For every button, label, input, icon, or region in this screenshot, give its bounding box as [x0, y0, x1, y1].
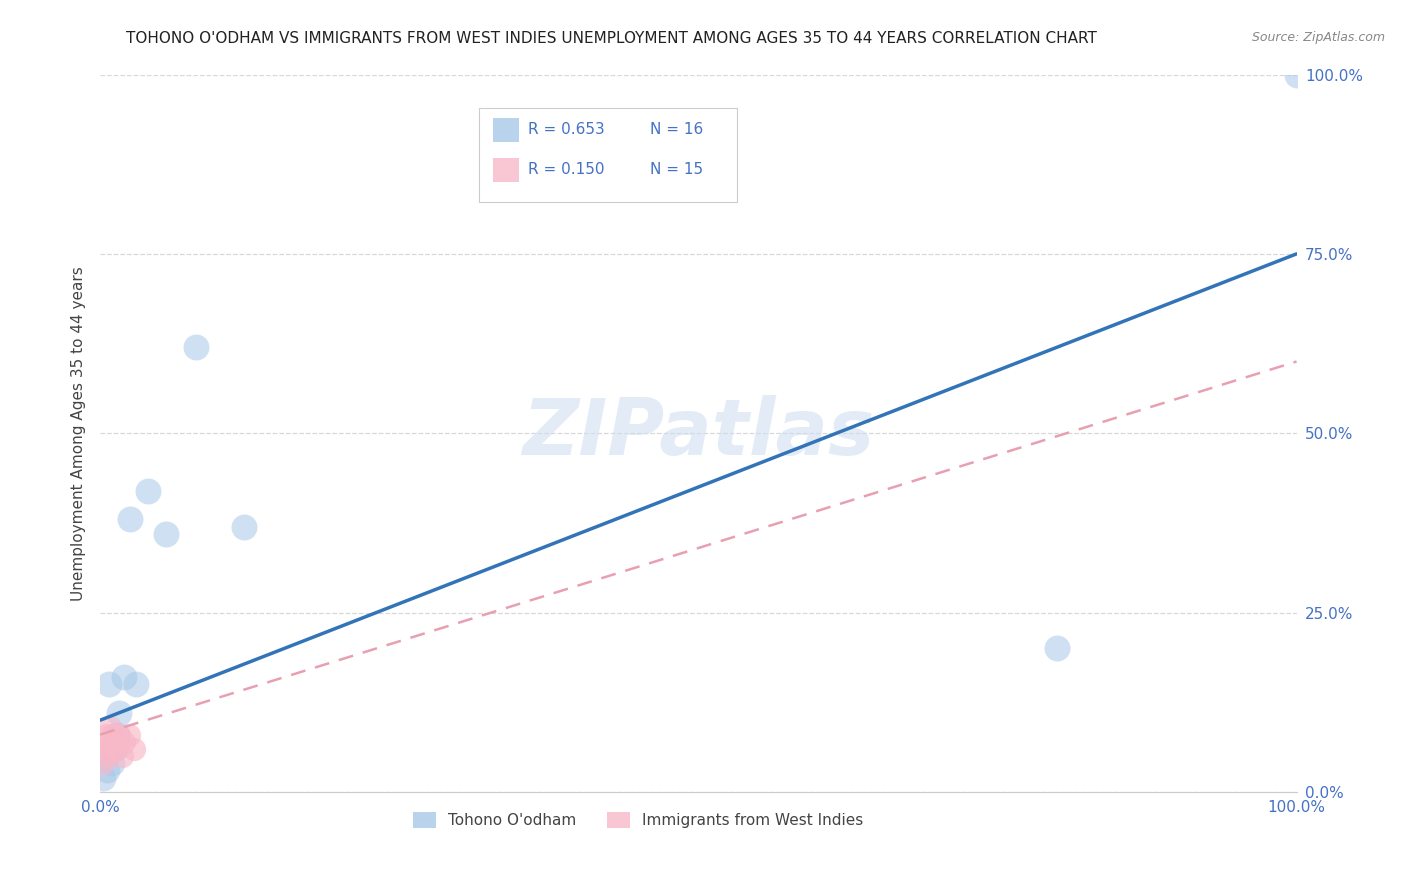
- Text: ZIPatlas: ZIPatlas: [522, 395, 875, 471]
- Point: [1046, 641, 1069, 656]
- Text: Source: ZipAtlas.com: Source: ZipAtlas.com: [1251, 31, 1385, 45]
- Point: [122, 742, 145, 756]
- Point: [232, 519, 254, 533]
- Point: [100, 742, 122, 756]
- Point: [91, 756, 114, 771]
- Point: [94, 728, 117, 742]
- Point: [91, 771, 114, 785]
- Y-axis label: Unemployment Among Ages 35 to 44 years: Unemployment Among Ages 35 to 44 years: [72, 266, 86, 600]
- Point: [105, 728, 128, 742]
- Point: [94, 742, 117, 756]
- Text: R = 0.653: R = 0.653: [529, 121, 605, 136]
- Point: [111, 749, 134, 764]
- Text: N = 16: N = 16: [651, 121, 704, 136]
- Point: [105, 742, 128, 756]
- Point: [97, 677, 120, 691]
- Point: [155, 526, 177, 541]
- Point: [108, 728, 131, 742]
- Point: [112, 670, 135, 684]
- FancyBboxPatch shape: [492, 159, 519, 182]
- Point: [101, 728, 124, 742]
- Point: [118, 512, 141, 526]
- Text: N = 15: N = 15: [651, 161, 703, 177]
- Point: [98, 720, 121, 734]
- Text: R = 0.150: R = 0.150: [529, 161, 605, 177]
- Point: [108, 706, 131, 720]
- Legend: Tohono O'odham, Immigrants from West Indies: Tohono O'odham, Immigrants from West Ind…: [408, 806, 870, 835]
- Text: TOHONO O'ODHAM VS IMMIGRANTS FROM WEST INDIES UNEMPLOYMENT AMONG AGES 35 TO 44 Y: TOHONO O'ODHAM VS IMMIGRANTS FROM WEST I…: [127, 31, 1097, 46]
- Point: [136, 483, 159, 498]
- Point: [103, 735, 125, 749]
- Point: [103, 742, 125, 756]
- Point: [97, 735, 120, 749]
- Point: [184, 340, 207, 354]
- Point: [96, 764, 118, 778]
- FancyBboxPatch shape: [479, 108, 737, 202]
- Point: [118, 728, 141, 742]
- Point: [96, 749, 118, 764]
- Point: [101, 756, 124, 771]
- Point: [1285, 68, 1308, 82]
- Point: [125, 677, 148, 691]
- Point: [112, 735, 135, 749]
- FancyBboxPatch shape: [492, 119, 519, 142]
